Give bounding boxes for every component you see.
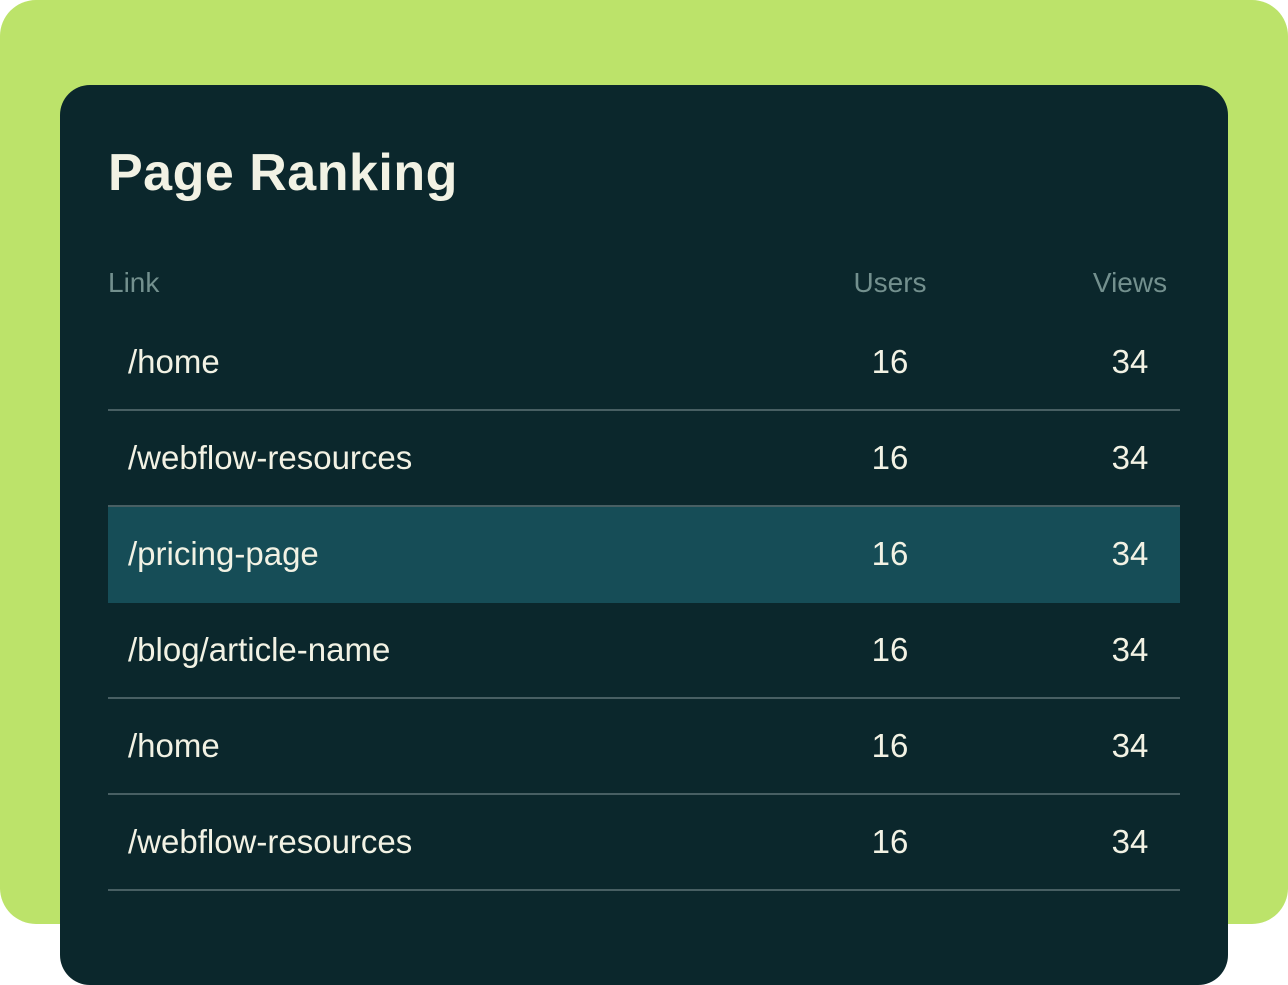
link-cell: /home bbox=[128, 727, 220, 764]
page-ranking-card: Page Ranking Link Users Views /home 16 3… bbox=[60, 85, 1228, 985]
link-cell: /pricing-page bbox=[128, 535, 319, 572]
column-header-users: Users bbox=[853, 266, 927, 298]
table-header-row: Link Users Views bbox=[108, 250, 1180, 315]
views-cell: 34 bbox=[1111, 439, 1149, 476]
table-row[interactable]: /blog/article-name 16 34 bbox=[108, 603, 1180, 699]
page-ranking-table: Link Users Views /home 16 34 /webflow-re… bbox=[108, 250, 1180, 891]
table-row[interactable]: /home 16 34 bbox=[108, 699, 1180, 795]
views-cell: 34 bbox=[1111, 343, 1149, 380]
table-row[interactable]: /home 16 34 bbox=[108, 315, 1180, 411]
users-cell: 16 bbox=[871, 343, 909, 380]
users-cell: 16 bbox=[871, 535, 909, 572]
page-title: Page Ranking bbox=[108, 144, 458, 202]
link-cell: /webflow-resources bbox=[128, 823, 413, 860]
column-header-views: Views bbox=[1092, 266, 1168, 298]
table-row[interactable]: /webflow-resources 16 34 bbox=[108, 411, 1180, 507]
users-cell: 16 bbox=[871, 727, 909, 764]
table-row[interactable]: /webflow-resources 16 34 bbox=[108, 795, 1180, 891]
table-row-highlighted[interactable]: /pricing-page 16 34 bbox=[108, 507, 1180, 603]
views-cell: 34 bbox=[1111, 823, 1149, 860]
users-cell: 16 bbox=[871, 631, 909, 668]
link-cell: /webflow-resources bbox=[128, 439, 413, 476]
link-cell: /blog/article-name bbox=[128, 631, 391, 668]
views-cell: 34 bbox=[1111, 727, 1149, 764]
link-cell: /home bbox=[128, 343, 220, 380]
views-cell: 34 bbox=[1111, 631, 1149, 668]
users-cell: 16 bbox=[871, 823, 909, 860]
views-cell: 34 bbox=[1111, 535, 1149, 572]
users-cell: 16 bbox=[871, 439, 909, 476]
column-header-link: Link bbox=[108, 266, 160, 298]
